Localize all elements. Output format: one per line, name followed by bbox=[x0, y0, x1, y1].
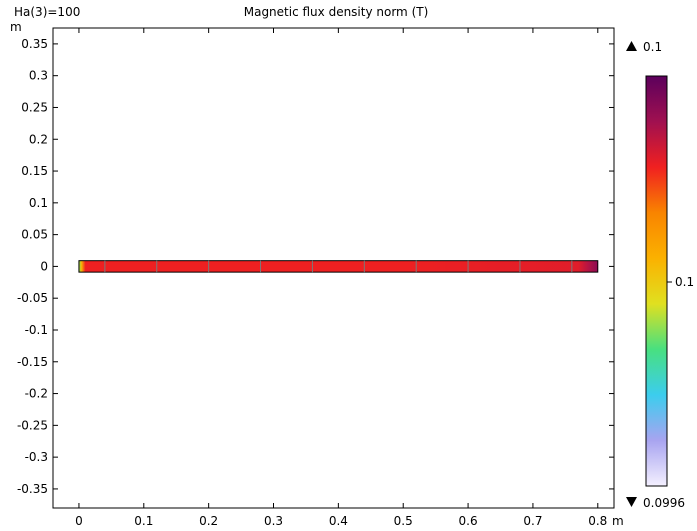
y-tick-label: -0.05 bbox=[17, 291, 48, 305]
x-tick-label: 0.7 bbox=[523, 514, 542, 528]
max-arrow-icon bbox=[626, 41, 637, 51]
y-axis-ticks: 0.35 0.3 0.25 0.2 0.15 0.1 0.05 0 -0.05 -0.1 -0.15… bbox=[17, 37, 614, 496]
x-axis-ticks: 0 0.1 0.2 0.3 0.4 0.5 0.6 0.7 0.8 bbox=[75, 28, 607, 528]
x-tick-label: 0.4 bbox=[329, 514, 348, 528]
mesh-lines bbox=[104, 260, 573, 273]
y-tick-label: -0.2 bbox=[25, 387, 48, 401]
y-tick-label: -0.15 bbox=[17, 355, 48, 369]
parameter-label: Ha(3)=100 bbox=[14, 5, 80, 19]
colorbar-mid-label: 0.1 bbox=[675, 275, 694, 289]
y-tick-label: 0.3 bbox=[29, 69, 48, 83]
y-tick-label: 0.2 bbox=[29, 132, 48, 146]
colorbar-min-label: 0.0996 bbox=[643, 496, 685, 510]
domain-surface bbox=[78, 260, 599, 273]
y-tick-label: -0.3 bbox=[25, 450, 48, 464]
chart-title: Magnetic flux density norm (T) bbox=[244, 5, 429, 19]
y-tick-label: 0.1 bbox=[29, 196, 48, 210]
domain-rect bbox=[78, 260, 599, 273]
colorbar-max-label: 0.1 bbox=[643, 40, 662, 54]
min-arrow-icon bbox=[626, 497, 637, 507]
y-tick-label: 0.15 bbox=[21, 164, 48, 178]
x-tick-label: 0.8 bbox=[588, 514, 607, 528]
y-axis-unit: m bbox=[10, 20, 22, 34]
y-tick-label: 0.05 bbox=[21, 228, 48, 242]
y-tick-label: 0 bbox=[40, 259, 48, 273]
y-tick-label: 0.35 bbox=[21, 37, 48, 51]
x-tick-label: 0.1 bbox=[134, 514, 153, 528]
x-tick-label: 0 bbox=[75, 514, 83, 528]
y-tick-label: -0.1 bbox=[25, 323, 48, 337]
y-tick-label: 0.25 bbox=[21, 100, 48, 114]
x-tick-label: 0.6 bbox=[459, 514, 478, 528]
x-axis-unit: m bbox=[612, 514, 624, 528]
x-tick-label: 0.2 bbox=[199, 514, 218, 528]
x-tick-label: 0.5 bbox=[394, 514, 413, 528]
y-tick-label: -0.25 bbox=[17, 418, 48, 432]
y-tick-label: -0.35 bbox=[17, 482, 48, 496]
x-tick-label: 0.3 bbox=[264, 514, 283, 528]
colorbar bbox=[645, 75, 668, 487]
